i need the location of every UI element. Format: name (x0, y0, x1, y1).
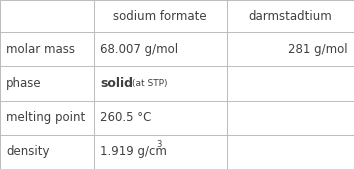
Text: melting point: melting point (6, 111, 86, 124)
Text: sodium formate: sodium formate (113, 10, 207, 22)
Text: darmstadtium: darmstadtium (249, 10, 332, 22)
Text: 260.5 °C: 260.5 °C (100, 111, 152, 124)
Text: molar mass: molar mass (6, 43, 75, 56)
Text: 3: 3 (156, 140, 161, 149)
Text: 281 g/mol: 281 g/mol (288, 43, 348, 56)
Text: density: density (6, 145, 50, 158)
Text: 1.919 g/cm: 1.919 g/cm (100, 145, 167, 158)
Text: (at STP): (at STP) (132, 79, 167, 88)
Text: phase: phase (6, 77, 42, 90)
Text: 68.007 g/mol: 68.007 g/mol (100, 43, 178, 56)
Text: solid: solid (100, 77, 133, 90)
